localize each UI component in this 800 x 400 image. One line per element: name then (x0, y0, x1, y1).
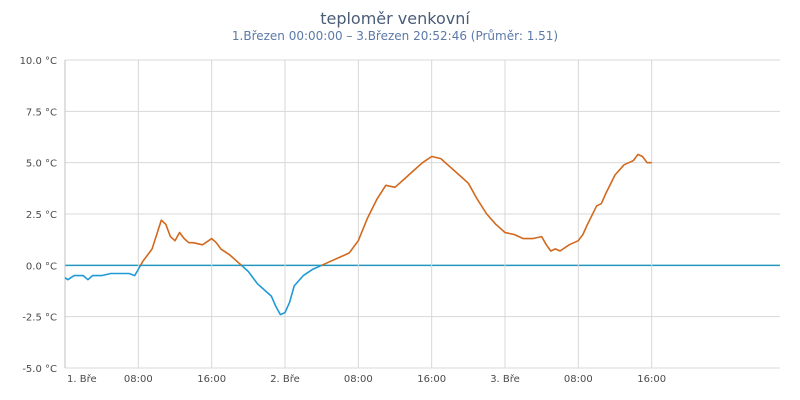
chart-subtitle: 1.Březen 00:00:00 – 3.Březen 20:52:46 (P… (232, 29, 558, 43)
x-tick-label: 2. Bře (270, 373, 300, 385)
x-tick-label: 16:00 (197, 374, 226, 385)
x-tick-label: 1. Bře (67, 373, 97, 385)
x-tick-label: 16:00 (417, 374, 446, 385)
series-line-below-zero (240, 264, 323, 316)
y-tick-label: 10.0 °C (20, 56, 57, 67)
y-tick-label: -2.5 °C (22, 313, 57, 324)
y-tick-label: 5.0 °C (26, 159, 57, 170)
x-tick-label: 08:00 (124, 374, 153, 385)
series-layer (64, 153, 652, 316)
series-line-above-zero (321, 153, 652, 267)
chart-title: teploměr venkovní (320, 9, 470, 28)
y-tick-label: -5.0 °C (22, 364, 57, 375)
x-tick-label: 3. Bře (490, 373, 520, 385)
tick-label-layer: 10.0 °C 7.5 °C 5.0 °C 2.5 °C 0.0 °C -2.5 °C -5… (20, 56, 667, 385)
y-tick-label: 0.0 °C (26, 261, 57, 272)
y-tick-label: 7.5 °C (26, 107, 57, 118)
x-tick-label: 16:00 (637, 374, 666, 385)
series-line-below-zero (64, 264, 142, 281)
y-tick-label: 2.5 °C (26, 210, 57, 221)
x-tick-label: 08:00 (564, 374, 593, 385)
series-line-above-zero (139, 219, 243, 266)
x-tick-label: 08:00 (344, 374, 373, 385)
grid-layer (64, 59, 780, 369)
